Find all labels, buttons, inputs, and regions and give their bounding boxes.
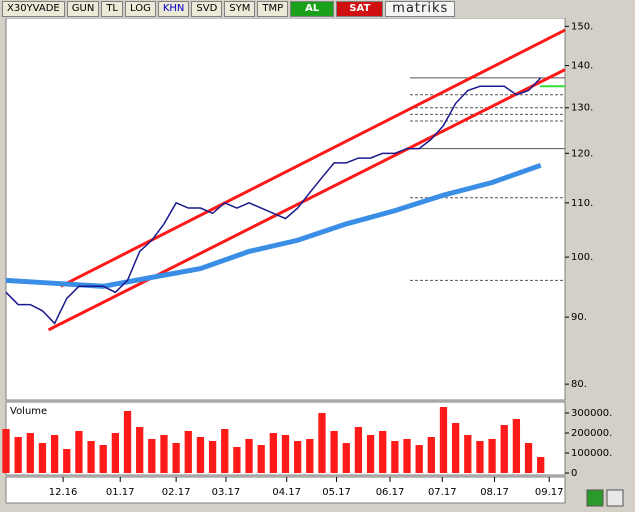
refresh-button[interactable] (586, 489, 604, 507)
x-tick-label: 09.17 (535, 487, 564, 498)
volume-bar (464, 435, 472, 473)
volume-bar (488, 439, 496, 473)
volume-bar (221, 429, 229, 473)
volume-bar (537, 457, 545, 473)
x-tick-label: 05.17 (322, 487, 351, 498)
volume-bar (208, 441, 217, 473)
tool-button[interactable]: SVD (191, 1, 223, 17)
settings-button[interactable] (606, 489, 624, 507)
volume-bar (354, 427, 363, 473)
volume-bar (294, 441, 302, 473)
volume-bar (524, 443, 533, 473)
volume-bar (196, 437, 205, 473)
tool-button[interactable]: TMP (257, 1, 289, 17)
volume-y-tick-label: 0 (571, 468, 577, 479)
price-line (47, 68, 566, 332)
volume-bar (75, 431, 83, 473)
volume-bar (257, 445, 265, 473)
volume-bar (342, 443, 350, 473)
volume-title: Volume (10, 406, 47, 417)
volume-bar (14, 437, 22, 473)
volume-bar (269, 433, 277, 473)
volume-bar (379, 431, 387, 473)
volume-bar (136, 427, 144, 473)
volume-bar (281, 435, 290, 473)
volume-y-tick-label: 200000. (571, 428, 612, 439)
volume-y-tick-label: 100000. (571, 448, 612, 459)
volume-bar (123, 411, 132, 473)
volume-bar (2, 429, 10, 473)
volume-bar (306, 439, 314, 473)
volume-bar (111, 433, 120, 473)
x-tick-label: 07.17 (428, 487, 457, 498)
volume-bar (500, 425, 508, 473)
volume-bar (63, 449, 71, 473)
brand: matriks (385, 1, 456, 17)
x-axis-pane (5, 476, 566, 504)
volume-bar (50, 435, 59, 473)
volume-bar (233, 447, 241, 473)
volume-bar (391, 441, 399, 473)
volume-bar (439, 407, 448, 473)
volume-bar (99, 445, 107, 473)
tool-button[interactable]: SYM (224, 1, 256, 17)
price-line (5, 77, 542, 325)
volume-bar (38, 443, 47, 473)
price-line (60, 28, 566, 288)
x-tick-label: 12.16 (49, 487, 78, 498)
x-tick-label: 08.17 (480, 487, 509, 498)
volume-bar (366, 435, 375, 473)
tool-button[interactable]: LOG (125, 1, 156, 17)
volume-bar (184, 431, 192, 473)
volume-bar (318, 413, 326, 473)
y-tick-label: 150. (571, 21, 593, 32)
symbol-box[interactable]: X30YVADE (2, 1, 65, 17)
volume-bar (26, 433, 34, 473)
volume-y-tick-label: 300000. (571, 408, 612, 419)
chart: Volume 80. 90. 100. 110. 120. 130. 140. 150. 12.… (2, 18, 624, 507)
y-tick-label: 140. (571, 61, 593, 72)
volume-bar (476, 441, 484, 473)
volume-bar (245, 439, 253, 473)
y-tick-label: 90. (571, 312, 587, 323)
toolbar: X30YVADE GUN TL LOG KHN SVD SYM TMP AL S… (0, 0, 635, 18)
volume-bar (451, 423, 460, 473)
y-tick-label: 80. (571, 379, 587, 390)
tool-button[interactable]: KHN (157, 1, 190, 17)
y-tick-label: 100. (571, 252, 593, 263)
volume-bar (148, 439, 156, 473)
x-tick-label: 03.17 (212, 487, 241, 498)
volume-bar (403, 439, 411, 473)
tool-button[interactable]: TL (101, 1, 123, 17)
volume-bar (160, 435, 168, 473)
x-tick-label: 02.17 (162, 487, 191, 498)
sell-button[interactable]: SAT (336, 1, 384, 17)
buy-button[interactable]: AL (290, 1, 335, 17)
x-tick-label: 04.17 (272, 487, 301, 498)
volume-bar (427, 437, 435, 473)
x-tick-label: 06.17 (376, 487, 405, 498)
volume-bar (172, 443, 180, 473)
volume-bar (512, 419, 521, 473)
y-tick-label: 110. (571, 198, 593, 209)
y-tick-label: 120. (571, 148, 593, 159)
y-tick-label: 130. (571, 103, 593, 114)
tool-button[interactable]: GUN (66, 1, 100, 17)
volume-bar (87, 441, 95, 473)
volume-bar (415, 445, 423, 473)
x-tick-label: 01.17 (106, 487, 135, 498)
volume-bar (330, 431, 338, 473)
